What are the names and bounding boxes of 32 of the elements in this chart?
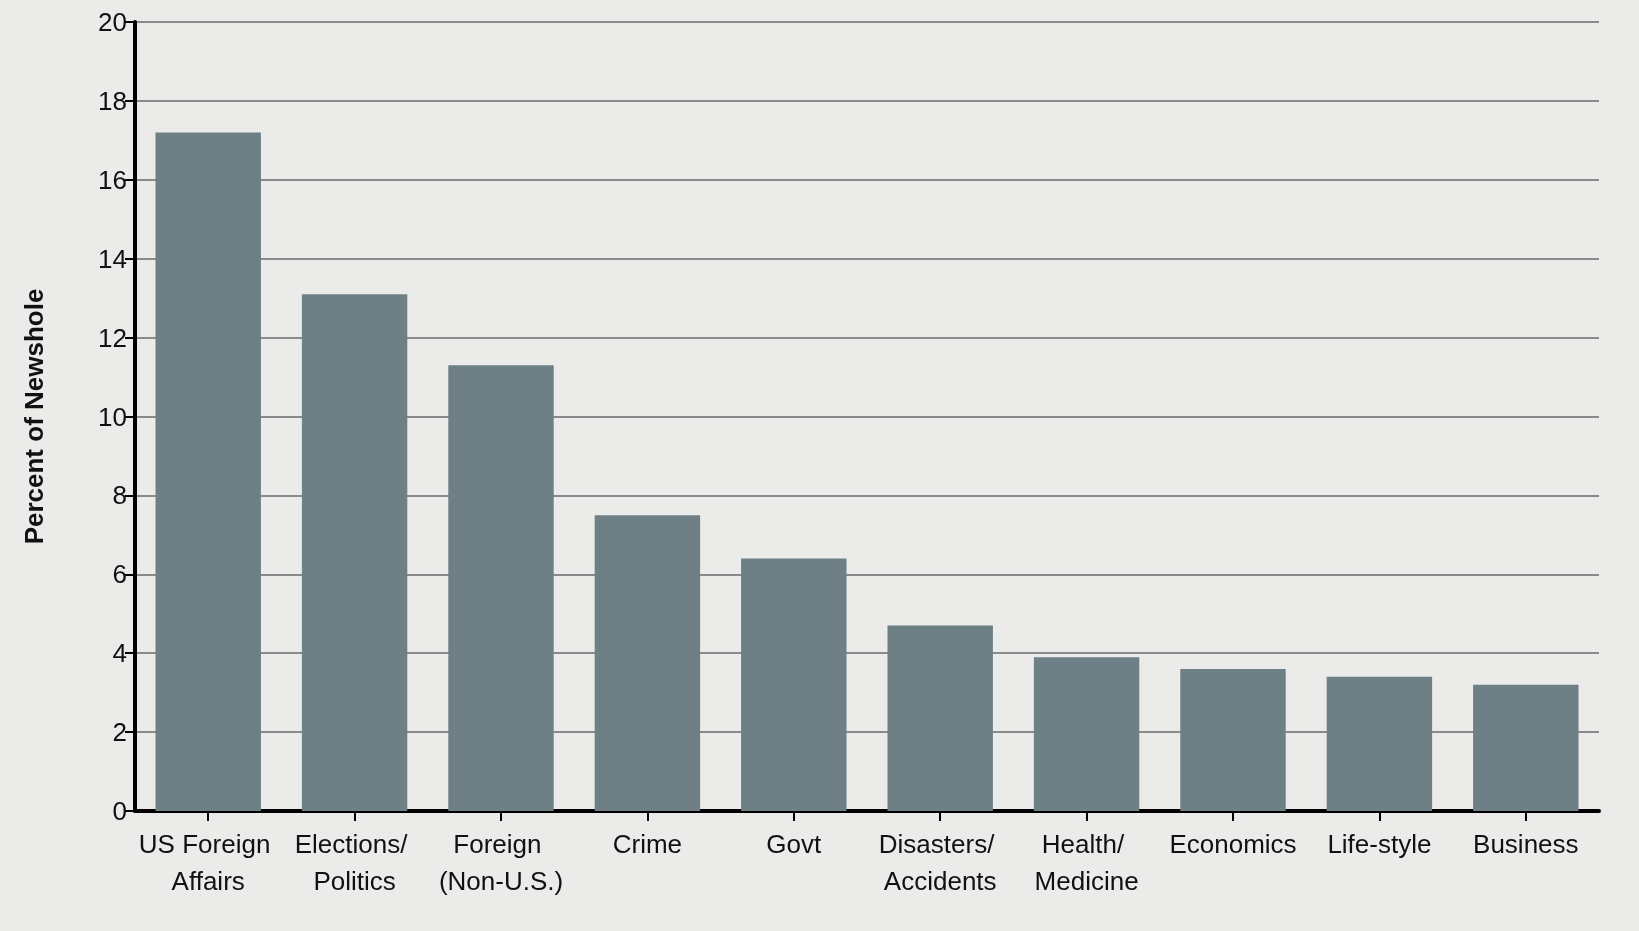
bar xyxy=(301,294,408,811)
y-tick-label: 16 xyxy=(98,164,127,195)
x-tick-label: Foreign (Non-U.S.) xyxy=(438,828,564,896)
y-tick-label: 14 xyxy=(98,243,127,274)
x-tick-label: Life-style xyxy=(1327,828,1432,859)
y-tick-label: 8 xyxy=(112,480,127,511)
y-tick-label: 20 xyxy=(98,7,127,37)
y-tick-label: 4 xyxy=(112,638,127,669)
x-tick-label: Health/ Medicine xyxy=(1034,828,1139,896)
y-tick-label: 18 xyxy=(98,85,127,116)
x-tick-label: Govt xyxy=(766,828,823,859)
bar xyxy=(741,558,847,811)
x-tick-label: US Foreign Affairs xyxy=(138,828,278,896)
x-tick-label: Crime xyxy=(612,828,683,859)
y-tick-label: 0 xyxy=(112,796,127,826)
bar xyxy=(155,132,261,811)
bar xyxy=(448,365,554,811)
bar xyxy=(594,515,701,811)
y-tick-label: 12 xyxy=(98,322,127,353)
bar xyxy=(1473,684,1579,811)
bar xyxy=(1326,676,1433,811)
bar xyxy=(887,625,993,811)
x-tick-label: Business xyxy=(1473,828,1579,859)
y-tick-label: 10 xyxy=(98,401,127,432)
bar xyxy=(1180,668,1286,811)
x-tick-label: Disasters/ Accidents xyxy=(878,828,1002,896)
y-tick-label: 2 xyxy=(112,717,127,748)
bar xyxy=(1033,657,1140,811)
x-tick-label: Economics xyxy=(1169,828,1297,859)
x-tick-label: Elections/ Politics xyxy=(294,828,415,896)
y-axis-title: Percent of Newshole xyxy=(19,288,49,545)
y-tick-label: 6 xyxy=(112,559,127,590)
